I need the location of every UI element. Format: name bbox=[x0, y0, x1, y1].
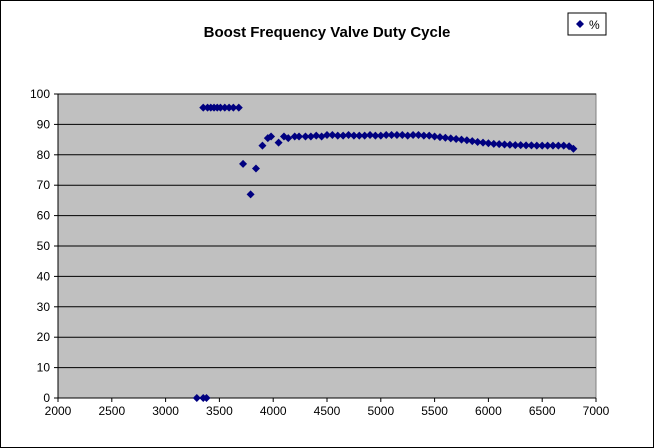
x-tick-label: 4500 bbox=[314, 404, 341, 418]
data-point bbox=[355, 131, 364, 140]
legend: % bbox=[567, 12, 607, 36]
data-point bbox=[192, 394, 201, 402]
y-tick-label: 100 bbox=[30, 87, 50, 101]
data-point bbox=[419, 131, 428, 140]
data-point bbox=[516, 141, 525, 150]
y-tick-label: 0 bbox=[43, 391, 50, 405]
data-point bbox=[392, 131, 401, 140]
data-point bbox=[479, 138, 488, 147]
data-point bbox=[333, 131, 342, 140]
data-point bbox=[484, 139, 493, 148]
data-point bbox=[559, 141, 568, 150]
data-point bbox=[538, 141, 547, 150]
data-point bbox=[409, 131, 418, 140]
legend-marker-diamond-icon bbox=[576, 20, 584, 28]
data-point bbox=[548, 141, 557, 150]
data-point bbox=[258, 141, 267, 150]
data-point bbox=[511, 141, 520, 150]
x-tick-label: 7000 bbox=[583, 404, 610, 418]
x-tick-label: 4000 bbox=[260, 404, 287, 418]
data-point bbox=[344, 131, 353, 140]
x-tick-label: 2500 bbox=[98, 404, 125, 418]
data-point bbox=[376, 131, 385, 140]
y-tick-label: 60 bbox=[37, 209, 51, 223]
x-tick-label: 6500 bbox=[529, 404, 556, 418]
data-point bbox=[505, 140, 514, 149]
data-point bbox=[527, 141, 536, 150]
y-axis-tick-labels: 0 10 20 30 40 50 60 70 80 90 100 bbox=[30, 87, 50, 405]
data-point bbox=[349, 131, 358, 140]
data-point bbox=[457, 135, 466, 144]
x-tick-label: 3000 bbox=[152, 404, 179, 418]
data-point bbox=[295, 132, 304, 141]
x-tick-label: 5500 bbox=[421, 404, 448, 418]
data-point bbox=[239, 159, 248, 168]
data-point bbox=[366, 131, 375, 140]
data-point bbox=[290, 132, 299, 141]
data-point bbox=[246, 190, 255, 199]
y-tick-label: 30 bbox=[37, 300, 51, 314]
data-point bbox=[216, 103, 225, 112]
data-point bbox=[284, 134, 293, 143]
y-tick-label: 10 bbox=[37, 361, 51, 375]
data-points bbox=[192, 103, 578, 402]
y-tick-label: 90 bbox=[37, 117, 51, 131]
data-point bbox=[554, 141, 563, 150]
data-point bbox=[225, 103, 234, 112]
data-point bbox=[435, 133, 444, 142]
chart-title: Boost Frequency Valve Duty Cycle bbox=[204, 24, 451, 41]
data-point bbox=[382, 131, 391, 140]
data-point bbox=[489, 139, 498, 148]
data-point bbox=[251, 164, 260, 173]
data-point bbox=[301, 132, 310, 141]
data-point bbox=[403, 131, 412, 140]
data-point bbox=[446, 134, 455, 143]
legend-label: % bbox=[589, 18, 600, 32]
axes bbox=[54, 93, 597, 402]
data-point bbox=[312, 131, 321, 140]
data-point bbox=[371, 131, 380, 140]
data-point bbox=[328, 131, 337, 140]
data-point bbox=[543, 141, 552, 150]
y-tick-label: 20 bbox=[37, 330, 51, 344]
x-tick-label: 3500 bbox=[206, 404, 233, 418]
data-point bbox=[462, 136, 471, 145]
data-point bbox=[500, 140, 509, 149]
legend-box bbox=[567, 12, 607, 36]
x-tick-label: 5000 bbox=[367, 404, 394, 418]
data-point bbox=[532, 141, 541, 150]
data-point bbox=[414, 131, 423, 140]
data-point bbox=[430, 132, 439, 141]
data-point bbox=[398, 131, 407, 140]
y-tick-label: 40 bbox=[37, 269, 51, 283]
data-point bbox=[441, 133, 450, 142]
data-point bbox=[360, 131, 369, 140]
data-point bbox=[220, 103, 229, 112]
gridlines bbox=[58, 93, 596, 369]
y-tick-label: 50 bbox=[37, 239, 51, 253]
data-point bbox=[522, 141, 531, 150]
y-tick-label: 70 bbox=[37, 178, 51, 192]
data-point bbox=[202, 394, 211, 402]
data-point bbox=[569, 144, 578, 153]
data-point bbox=[234, 103, 243, 112]
data-point bbox=[468, 137, 477, 146]
data-point bbox=[274, 138, 283, 147]
x-tick-label: 2000 bbox=[45, 404, 72, 418]
y-tick-label: 80 bbox=[37, 148, 51, 162]
data-point bbox=[339, 131, 348, 140]
data-point bbox=[306, 132, 315, 141]
x-tick-label: 6000 bbox=[475, 404, 502, 418]
data-point bbox=[387, 131, 396, 140]
x-axis-tick-labels: 2000 2500 3000 3500 4000 4500 5000 5500 6000 6500… bbox=[45, 404, 610, 418]
data-point bbox=[323, 131, 331, 140]
data-point bbox=[267, 132, 276, 141]
data-point bbox=[495, 140, 504, 149]
data-point bbox=[473, 138, 482, 147]
data-point bbox=[452, 134, 461, 143]
data-point bbox=[425, 131, 434, 140]
data-point bbox=[199, 103, 208, 112]
data-point bbox=[229, 103, 238, 112]
